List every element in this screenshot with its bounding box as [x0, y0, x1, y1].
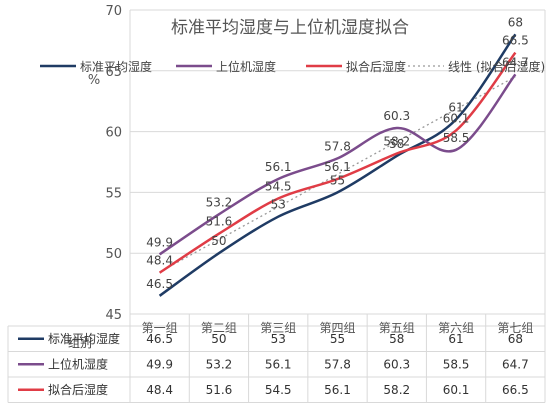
data-label: 68	[508, 15, 523, 29]
data-label: 46.5	[146, 277, 173, 291]
data-label: 60.3	[383, 109, 410, 123]
data-label: 60.1	[443, 111, 470, 125]
y-tick-label: 65	[105, 65, 122, 80]
table-cell-value: 56.1	[265, 357, 292, 371]
table-cell-value: 51.6	[206, 383, 233, 397]
chart-title: 标准平均湿度与上位机湿度拟合	[171, 18, 409, 38]
legend-label: 标准平均湿度	[80, 59, 152, 74]
table-cell-value: 60.1	[443, 383, 470, 397]
legend-label: 上位机湿度	[216, 59, 276, 74]
series-line	[158, 73, 517, 256]
category-label: 第一组	[142, 321, 178, 335]
table-cell-value: 58.2	[383, 383, 410, 397]
category-label: 第三组	[260, 321, 296, 335]
series-lines	[158, 33, 517, 297]
table-cell-value: 49.9	[146, 357, 173, 371]
y-tick-label: 45	[105, 308, 122, 323]
data-label: 58.2	[383, 134, 410, 148]
data-label: 51.6	[206, 215, 233, 229]
table-cell-value: 54.5	[265, 383, 292, 397]
table-cell-value: 56.1	[324, 383, 351, 397]
table-cell-value: 64.7	[502, 357, 529, 371]
category-label: 第五组	[379, 321, 415, 335]
legend-label: 线性 (拟合后湿度)	[448, 59, 545, 74]
table-cell-value: 48.4	[146, 383, 173, 397]
y-tick-labels: 45 50 55 60 65 70	[105, 4, 122, 323]
data-label: 56.1	[265, 160, 292, 174]
table-cell-value: 50	[211, 332, 226, 346]
legend: 标准平均湿度 上位机湿度 拟合后湿度 线性 (拟合后湿度)	[40, 59, 545, 74]
table-series-name: 拟合后湿度	[48, 382, 108, 397]
table-cell-value: 61	[448, 332, 463, 346]
table-cell-value: 53.2	[206, 357, 233, 371]
table-cell-value: 57.8	[324, 357, 351, 371]
data-label: 55	[330, 173, 345, 187]
table-series-name: 标准平均湿度	[48, 331, 120, 346]
y-axis-label: %	[88, 73, 100, 88]
legend-label: 拟合后湿度	[346, 59, 406, 74]
table-cell-value: 53	[271, 332, 286, 346]
y-tick-label: 70	[105, 4, 122, 19]
table-cell-value: 58	[389, 332, 404, 346]
table-cell-value: 68	[508, 332, 523, 346]
table-cell-value: 46.5	[146, 332, 173, 346]
data-label: 54.5	[265, 179, 292, 193]
category-label: 第二组	[201, 321, 237, 335]
data-label: 53	[271, 198, 286, 212]
series-line	[158, 33, 517, 297]
data-label: 48.4	[146, 254, 173, 268]
data-label: 58	[389, 137, 404, 151]
table-cell-value: 66.5	[502, 383, 529, 397]
table-series-name: 上位机湿度	[48, 356, 108, 371]
data-label: 58.5	[443, 131, 470, 145]
table-cell-value: 58.5	[443, 357, 470, 371]
category-label: 第六组	[438, 321, 474, 335]
category-label: 第四组	[319, 321, 355, 335]
data-label: 53.2	[206, 195, 233, 209]
table-header: 组别	[68, 336, 92, 350]
data-label: 61	[448, 100, 463, 114]
table-cell-value: 60.3	[383, 357, 410, 371]
data-label: 49.9	[146, 235, 173, 249]
y-tick-label: 55	[105, 186, 122, 201]
table-cell-value: 55	[330, 332, 345, 346]
data-label: 66.5	[502, 34, 529, 48]
data-label: 57.8	[324, 139, 351, 153]
data-label: 64.7	[502, 55, 529, 69]
data-labels: 46.5 50 53 55 58 61 68 49.9 53.2 56.1 57.8 60.3 58.5…	[146, 15, 528, 290]
category-label: 第七组	[497, 321, 533, 335]
data-label: 50	[211, 234, 226, 248]
y-tick-label: 60	[105, 126, 122, 141]
data-label: 56.1	[324, 160, 351, 174]
y-tick-label: 50	[105, 247, 122, 262]
series-line	[158, 51, 517, 274]
